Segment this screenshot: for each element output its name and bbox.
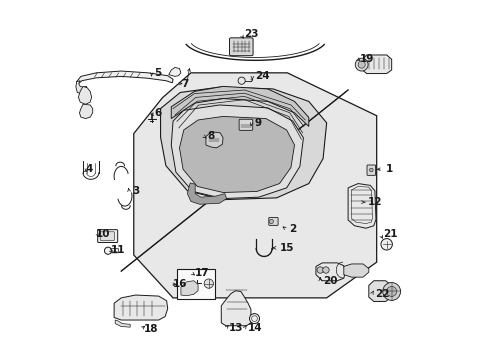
- Circle shape: [386, 287, 396, 296]
- Polygon shape: [134, 73, 376, 298]
- Text: 1: 1: [385, 164, 392, 174]
- Text: 21: 21: [382, 229, 397, 239]
- Polygon shape: [77, 71, 173, 84]
- Polygon shape: [343, 264, 368, 277]
- Circle shape: [249, 314, 259, 324]
- Text: 24: 24: [255, 71, 269, 81]
- Circle shape: [354, 58, 367, 71]
- Text: 4: 4: [85, 164, 93, 174]
- Circle shape: [104, 247, 111, 254]
- Polygon shape: [181, 281, 198, 296]
- Text: 17: 17: [194, 268, 209, 278]
- FancyBboxPatch shape: [268, 217, 278, 225]
- Text: 14: 14: [247, 323, 262, 333]
- Circle shape: [382, 283, 400, 300]
- Polygon shape: [78, 86, 91, 104]
- FancyBboxPatch shape: [100, 232, 114, 240]
- Text: 2: 2: [288, 224, 296, 234]
- Polygon shape: [221, 291, 250, 326]
- Polygon shape: [347, 184, 375, 228]
- Text: 10: 10: [96, 229, 110, 239]
- Text: 6: 6: [154, 108, 162, 118]
- Polygon shape: [205, 132, 223, 148]
- Text: 11: 11: [111, 245, 125, 255]
- Polygon shape: [115, 320, 130, 327]
- Circle shape: [357, 61, 365, 68]
- Text: 12: 12: [367, 197, 382, 207]
- Text: 3: 3: [132, 186, 139, 197]
- FancyBboxPatch shape: [366, 165, 375, 175]
- Text: 23: 23: [244, 29, 258, 39]
- Circle shape: [369, 168, 372, 172]
- Text: 19: 19: [359, 54, 373, 64]
- Polygon shape: [368, 281, 391, 301]
- Text: 15: 15: [279, 243, 293, 253]
- Circle shape: [322, 267, 328, 273]
- Text: 8: 8: [206, 131, 214, 141]
- Text: 13: 13: [228, 323, 243, 333]
- Circle shape: [238, 77, 244, 84]
- Polygon shape: [80, 104, 93, 118]
- Polygon shape: [76, 81, 86, 94]
- Polygon shape: [168, 67, 181, 76]
- Polygon shape: [187, 183, 226, 204]
- Polygon shape: [179, 116, 294, 193]
- Circle shape: [316, 267, 323, 273]
- Polygon shape: [171, 86, 308, 126]
- Polygon shape: [362, 55, 391, 73]
- Circle shape: [268, 219, 273, 224]
- FancyBboxPatch shape: [229, 38, 253, 56]
- Polygon shape: [171, 105, 303, 199]
- Text: 9: 9: [254, 118, 261, 128]
- Text: 22: 22: [374, 289, 388, 298]
- Circle shape: [203, 279, 213, 288]
- Circle shape: [380, 239, 391, 250]
- Text: 7: 7: [181, 78, 188, 89]
- Text: 16: 16: [173, 279, 187, 289]
- Polygon shape: [114, 295, 167, 320]
- FancyBboxPatch shape: [111, 249, 118, 253]
- Text: 18: 18: [143, 324, 158, 334]
- FancyBboxPatch shape: [176, 269, 215, 298]
- Polygon shape: [160, 87, 326, 200]
- Polygon shape: [315, 263, 345, 281]
- FancyBboxPatch shape: [98, 230, 118, 243]
- Text: 20: 20: [323, 276, 337, 286]
- FancyBboxPatch shape: [239, 119, 252, 130]
- Text: 5: 5: [154, 68, 162, 78]
